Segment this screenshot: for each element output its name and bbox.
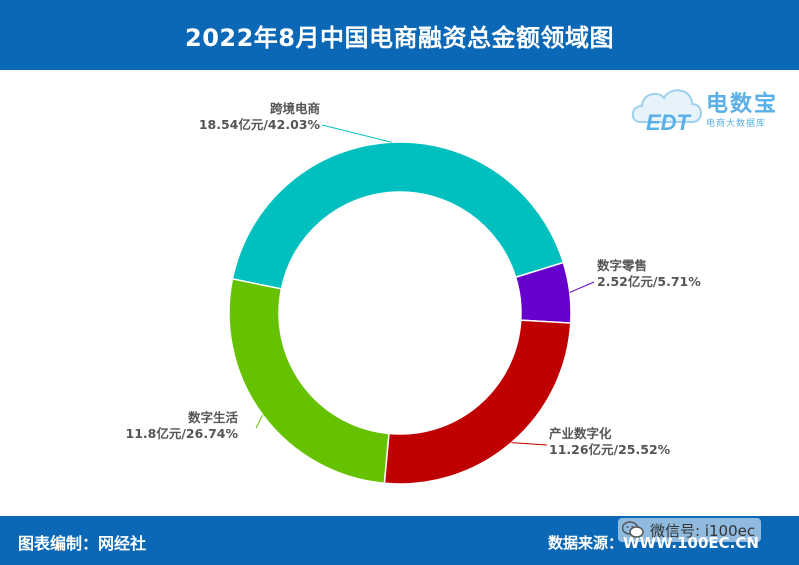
leader-line-2: [511, 442, 548, 446]
slice-name-label-1: 数字零售: [596, 258, 647, 273]
watermark-text: 微信号: i100ec: [650, 521, 756, 540]
chart-title: 2022年8月中国电商融资总金额领域图: [185, 23, 614, 52]
edt-logo: EDT 电数宝 电商大数据库: [630, 76, 790, 136]
leader-line-1: [569, 281, 595, 293]
leader-line-4: [321, 124, 392, 143]
logo-mark-text: EDT: [646, 110, 692, 134]
slice-labels: 数字零售2.52亿元/5.71%产业数字化11.26亿元/25.52%数字生活1…: [126, 101, 702, 457]
leader-line-3: [255, 414, 264, 429]
wechat-icon: [622, 521, 644, 538]
donut-chart: 数字零售2.52亿元/5.71%产业数字化11.26亿元/25.52%数字生活1…: [126, 101, 702, 485]
slice-2: [383, 319, 572, 485]
header-bar: 2022年8月中国电商融资总金额领域图: [0, 0, 799, 70]
logo-name: 电数宝: [706, 92, 779, 117]
slice-3: [228, 277, 390, 485]
slice-name-label-2: 产业数字化: [549, 426, 612, 441]
slice-name-label-4: 跨境电商: [270, 101, 320, 116]
slice-4: [231, 141, 565, 290]
footer-credit: 图表编制：网经社: [18, 534, 147, 553]
watermark: 微信号: i100ec: [618, 518, 762, 542]
leader-lines: [255, 124, 595, 446]
slice-name-label-3: 数字生活: [187, 410, 239, 425]
slice-value-label-4: 18.54亿元/42.03%: [199, 117, 321, 132]
donut-slices: [228, 141, 572, 485]
slice-value-label-3: 11.8亿元/26.74%: [126, 426, 239, 441]
logo-subtitle: 电商大数据库: [706, 119, 767, 129]
cloud-icon: EDT: [631, 89, 702, 134]
slice-value-label-2: 11.26亿元/25.52%: [549, 442, 671, 457]
slice-value-label-1: 2.52亿元/5.71%: [597, 274, 701, 289]
